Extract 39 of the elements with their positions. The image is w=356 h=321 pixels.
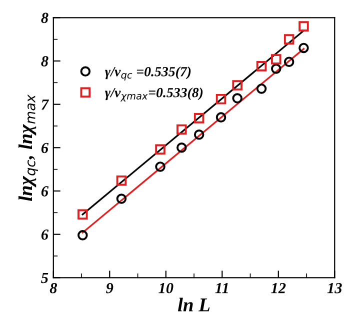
y-axis-title: lnχ$_{qc}$, lnχ$_{max}$	[18, 94, 38, 201]
legend-label: γ/ν$_{qc}$ =0.535(7)	[104, 66, 191, 80]
point	[298, 42, 309, 54]
y-tick-label: 6	[41, 186, 49, 196]
x-tick-label: 13	[327, 283, 342, 294]
point	[232, 93, 242, 104]
point	[116, 175, 127, 186]
point	[216, 112, 226, 122]
x-tick-label: 12	[271, 283, 286, 294]
point	[271, 54, 282, 64]
x-axis-title: ln L	[178, 298, 210, 312]
point	[176, 142, 187, 153]
y-tick-label: 8	[41, 12, 48, 24]
point	[194, 113, 204, 124]
y-tick-label: 6	[41, 142, 49, 154]
legend-label: γ/ν$_{χmax}$=0.533(8)	[104, 88, 203, 102]
point	[256, 61, 267, 72]
y-tick-label: 7	[42, 100, 50, 110]
point	[271, 64, 282, 74]
point	[176, 124, 187, 135]
y-tick-label: 6	[41, 230, 49, 240]
x-tick-label: 8	[50, 282, 57, 294]
x-tick-label: 9	[106, 283, 114, 294]
point	[298, 21, 309, 32]
point	[78, 230, 88, 240]
point	[216, 94, 226, 104]
x-tick-label: 11	[215, 283, 228, 294]
point	[284, 34, 294, 44]
point	[78, 209, 88, 220]
point	[256, 84, 267, 94]
point	[194, 130, 204, 140]
point	[155, 144, 166, 155]
point	[232, 80, 242, 90]
y-tick-label: 8	[41, 56, 48, 66]
x-tick-label: 10	[158, 282, 174, 294]
point	[116, 194, 127, 204]
point	[155, 162, 166, 172]
y-tick-label: 5	[41, 272, 48, 284]
point	[284, 56, 294, 67]
